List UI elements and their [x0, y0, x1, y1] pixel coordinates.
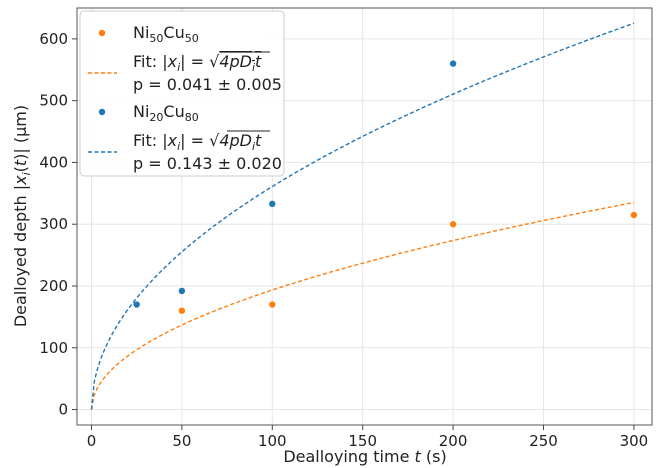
x-tick-label: 0 [87, 432, 97, 450]
y-tick-label: 100 [39, 339, 68, 357]
x-axis-ticks: 0 50 100 150 200 250 300 [87, 425, 649, 450]
y-axis-label: Dealloyed depth |xi(t)| (μm) [11, 105, 33, 327]
y-tick-label: 300 [39, 215, 68, 233]
data-points [133, 60, 638, 314]
legend-marker-ni50cu50 [98, 29, 106, 37]
y-tick-label: 400 [39, 153, 68, 171]
data-point-0 [178, 307, 186, 314]
legend-label-ni50cu50: Ni50Cu50 [133, 23, 199, 45]
legend-fit-formula-ni50cu50: Fit: |xi| = √4pDit [133, 52, 262, 74]
legend-fit-p-ni50cu50: p = 0.041 ± 0.005 [133, 75, 282, 94]
data-point-0 [449, 221, 457, 228]
x-tick-label: 50 [172, 432, 191, 450]
data-point-1 [133, 301, 140, 308]
legend: Ni50Cu50 Fit: |xi| = √4pDit p = 0.041 ± … [79, 10, 285, 177]
plot-frame [76, 7, 653, 426]
fit-curves [90, 22, 635, 410]
legend-fit-p-ni20cu80: p = 0.143 ± 0.020 [133, 154, 282, 173]
y-tick-label: 0 [58, 401, 68, 419]
legend-fit-formula-ni20cu80: Fit: |xi| = √4pDit [133, 131, 262, 153]
data-point-1 [178, 287, 186, 295]
x-tick-label: 200 [439, 432, 468, 450]
data-point-0 [630, 211, 638, 219]
x-tick-label: 250 [529, 432, 558, 450]
y-axis-ticks: 0 100 200 300 400 500 600 [39, 30, 77, 419]
y-tick-label: 200 [39, 277, 68, 295]
x-tick-label: 100 [258, 432, 287, 450]
fit-curve-1 [90, 22, 635, 410]
fit-curve-0 [90, 201, 635, 410]
legend-label-ni20cu80: Ni20Cu80 [133, 102, 199, 124]
legend-marker-ni20cu80 [98, 108, 106, 116]
data-point-1 [449, 60, 457, 67]
y-tick-label: 500 [39, 92, 68, 110]
x-tick-label: 150 [348, 432, 377, 450]
x-axis-label: Dealloying time t (s) [283, 447, 446, 466]
data-point-1 [269, 200, 276, 208]
data-point-0 [269, 301, 276, 308]
x-tick-label: 300 [620, 432, 649, 450]
y-tick-label: 600 [39, 30, 68, 48]
